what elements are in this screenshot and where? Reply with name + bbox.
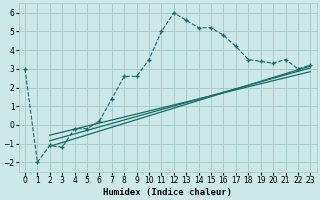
X-axis label: Humidex (Indice chaleur): Humidex (Indice chaleur) [103, 188, 232, 197]
